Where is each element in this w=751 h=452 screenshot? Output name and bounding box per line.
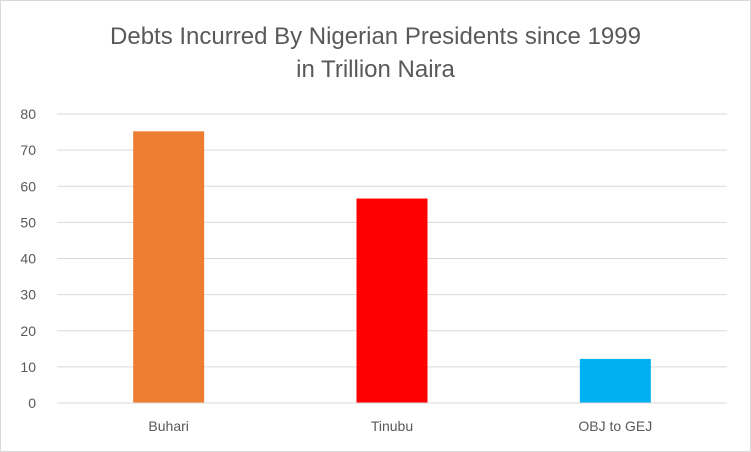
- bar-obj-to-gej: [579, 358, 651, 403]
- y-tick-label: 70: [20, 142, 36, 158]
- y-tick-label: 20: [20, 323, 36, 339]
- y-tick-label: 80: [20, 106, 36, 122]
- chart-title: Debts Incurred By Nigerian Presidents si…: [0, 20, 751, 86]
- x-axis-category-labels: Buhari Tinubu OBJ to GEJ: [148, 418, 652, 434]
- y-tick-label: 50: [20, 214, 36, 230]
- y-axis-tick-labels: 0 10 20 30 40 50 60 70 80: [20, 106, 36, 411]
- y-tick-label: 60: [20, 178, 36, 194]
- y-tick-label: 30: [20, 287, 36, 303]
- x-category-label: Buhari: [148, 418, 188, 434]
- y-tick-label: 0: [28, 395, 36, 411]
- x-category-label: OBJ to GEJ: [578, 418, 652, 434]
- chart-title-line-2: in Trillion Naira: [296, 56, 455, 83]
- x-category-label: Tinubu: [371, 418, 413, 434]
- bar-tinubu: [356, 198, 428, 403]
- chart-title-line-1: Debts Incurred By Nigerian Presidents si…: [110, 23, 641, 50]
- y-tick-label: 40: [20, 251, 36, 267]
- y-tick-label: 10: [20, 359, 36, 375]
- bars: [133, 131, 651, 403]
- bar-buhari: [133, 131, 205, 403]
